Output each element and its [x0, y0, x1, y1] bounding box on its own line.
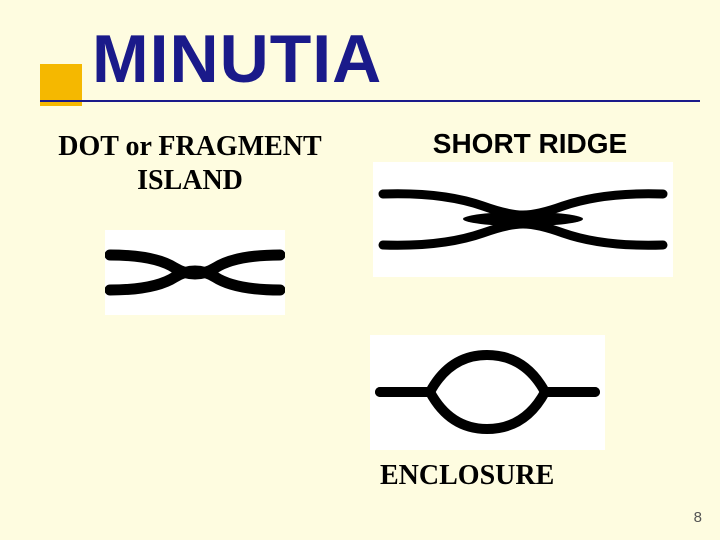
title-underline: [40, 100, 700, 102]
label-dot-fragment: DOT or FRAGMENT ISLAND: [30, 130, 350, 197]
page-title: MINUTIA: [92, 20, 382, 98]
label-short-ridge: SHORT RIDGE: [390, 128, 670, 160]
graphic-enclosure: [370, 335, 605, 450]
page-number: 8: [694, 509, 702, 526]
graphic-dot-fragment: [105, 230, 285, 315]
graphic-short-ridge: [373, 162, 673, 277]
label-enclosure: ENCLOSURE: [380, 460, 554, 492]
